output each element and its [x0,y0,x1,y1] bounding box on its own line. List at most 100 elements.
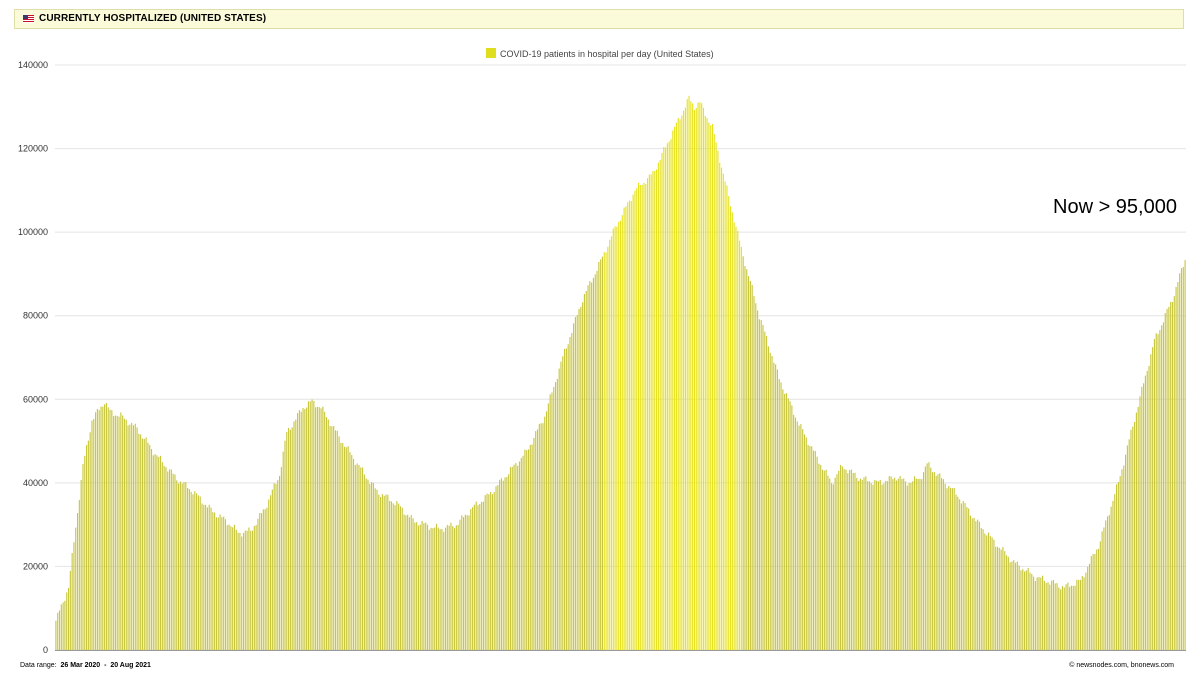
bar[interactable] [657,162,659,650]
bar[interactable] [1092,554,1094,650]
bar[interactable] [731,212,733,651]
bar[interactable] [690,101,692,651]
bar[interactable] [1150,354,1152,650]
bar[interactable] [654,171,656,650]
bar[interactable] [509,467,512,650]
bar[interactable] [688,95,690,650]
bar[interactable] [187,488,189,650]
bar[interactable] [1166,308,1168,650]
bar[interactable] [452,526,454,650]
bar[interactable] [944,483,946,650]
bar[interactable] [107,407,109,650]
bar[interactable] [277,480,279,650]
bar[interactable] [284,440,286,650]
bar[interactable] [506,476,508,650]
bar[interactable] [876,480,878,650]
bar[interactable] [865,476,867,650]
bar[interactable] [656,169,658,650]
bar[interactable] [841,466,843,650]
bar[interactable] [481,501,483,650]
bar[interactable] [136,427,138,650]
bar[interactable] [1105,520,1107,650]
bar[interactable] [713,134,715,651]
bar[interactable] [479,503,481,650]
bar[interactable] [1083,577,1085,650]
bar[interactable] [163,465,165,650]
bar[interactable] [421,520,423,650]
bar[interactable] [1143,383,1145,650]
bar[interactable] [1011,561,1013,651]
bar[interactable] [1070,585,1073,650]
bar[interactable] [1054,583,1056,650]
bar[interactable] [569,336,571,650]
bar[interactable] [223,516,225,650]
bar[interactable] [1099,541,1101,650]
bar[interactable] [446,525,448,650]
bar[interactable] [71,552,73,650]
bar[interactable] [165,467,167,650]
bar[interactable] [762,325,764,650]
bar[interactable] [154,454,156,650]
bar[interactable] [619,220,622,650]
bar[interactable] [856,477,858,650]
bar[interactable] [803,434,806,650]
bar[interactable] [1074,585,1076,650]
bar[interactable] [226,525,228,650]
bar[interactable] [196,493,198,650]
bar[interactable] [1025,570,1027,650]
bar[interactable] [971,518,973,650]
bar[interactable] [775,364,777,650]
bar[interactable] [324,411,326,650]
bar[interactable] [562,356,564,650]
bar[interactable] [318,407,320,650]
bar[interactable] [722,173,724,650]
bar[interactable] [197,495,199,650]
bar[interactable] [352,459,355,650]
bar[interactable] [771,355,773,650]
bar[interactable] [246,530,248,650]
bar[interactable] [852,472,854,650]
bar[interactable] [55,620,57,650]
bar[interactable] [1033,576,1035,650]
bar[interactable] [596,270,598,650]
bar[interactable] [1018,565,1020,650]
bar[interactable] [726,185,728,651]
bar[interactable] [935,475,937,650]
bar[interactable] [544,416,546,650]
bar[interactable] [390,501,392,650]
bar[interactable] [895,480,898,650]
bar[interactable] [885,481,887,650]
bar[interactable] [616,226,618,651]
bar[interactable] [1024,571,1026,650]
bar[interactable] [564,348,566,650]
bar[interactable] [715,142,717,650]
bar[interactable] [453,528,456,650]
bar[interactable] [980,528,982,650]
bar[interactable] [473,504,475,650]
bar[interactable] [930,467,932,650]
bar[interactable] [1058,587,1060,650]
bar[interactable] [64,600,66,650]
bar[interactable] [600,259,602,650]
bar[interactable] [369,483,371,650]
bar[interactable] [932,472,934,650]
bar[interactable] [192,494,194,650]
bar[interactable] [435,523,438,650]
bar[interactable] [102,406,104,650]
bar[interactable] [807,444,809,650]
bar[interactable] [1085,572,1087,650]
bar[interactable] [922,472,925,650]
bar[interactable] [1135,412,1137,650]
bar[interactable] [695,107,697,650]
bar[interactable] [558,368,560,650]
bar[interactable] [1020,570,1022,650]
bar[interactable] [497,485,499,650]
bar[interactable] [850,469,852,650]
bar[interactable] [693,110,696,651]
bar[interactable] [437,527,439,650]
bar[interactable] [140,434,142,650]
bar[interactable] [973,517,975,650]
bar[interactable] [129,424,131,650]
bar[interactable] [515,463,517,650]
bar[interactable] [843,469,845,650]
